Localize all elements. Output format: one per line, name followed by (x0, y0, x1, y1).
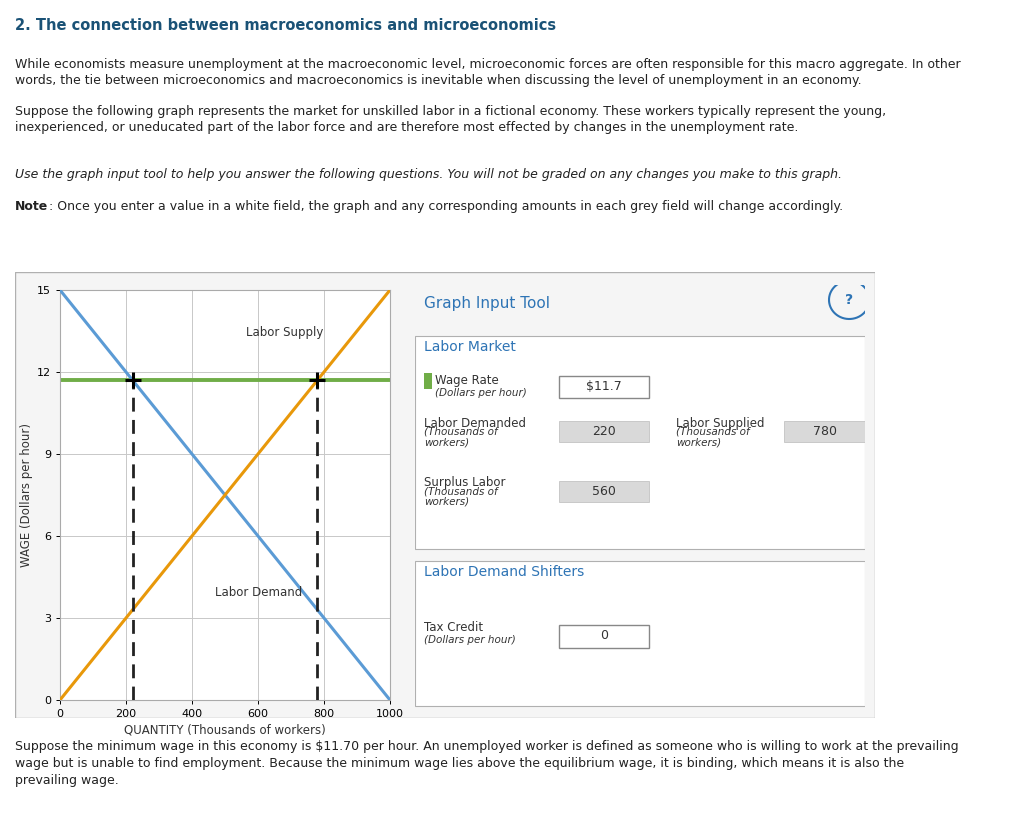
Y-axis label: WAGE (Dollars per hour): WAGE (Dollars per hour) (20, 423, 33, 567)
Text: 2. The connection between macroeconomics and microeconomics: 2. The connection between macroeconomics… (15, 18, 556, 33)
Text: (Thousands of: (Thousands of (424, 426, 498, 437)
Text: (Dollars per hour): (Dollars per hour) (435, 388, 527, 398)
Text: (Thousands of: (Thousands of (676, 426, 749, 437)
FancyBboxPatch shape (559, 481, 649, 502)
Text: words, the tie between microeconomics and macroeconomics is inevitable when disc: words, the tie between microeconomics an… (15, 74, 861, 87)
Text: Labor Demand: Labor Demand (215, 586, 302, 599)
Text: Tax Credit: Tax Credit (424, 621, 483, 634)
Text: 0: 0 (600, 629, 608, 642)
Text: $11.7: $11.7 (586, 380, 622, 393)
Text: (Thousands of: (Thousands of (424, 486, 498, 496)
Text: Labor Demanded: Labor Demanded (424, 416, 526, 430)
Text: Use the graph input tool to help you answer the following questions. You will no: Use the graph input tool to help you ans… (15, 168, 842, 181)
Text: wage but is unable to find employment. Because the minimum wage lies above the e: wage but is unable to find employment. B… (15, 757, 904, 770)
Text: Wage Rate: Wage Rate (435, 374, 499, 387)
Text: workers): workers) (424, 437, 469, 447)
Text: While economists measure unemployment at the macroeconomic level, microeconomic : While economists measure unemployment at… (15, 58, 960, 71)
Text: Labor Supply: Labor Supply (247, 327, 324, 339)
Text: (Dollars per hour): (Dollars per hour) (424, 635, 516, 645)
Text: 780: 780 (812, 425, 837, 438)
FancyBboxPatch shape (559, 376, 649, 398)
FancyBboxPatch shape (784, 421, 865, 442)
FancyBboxPatch shape (424, 373, 432, 389)
Text: Suppose the following graph represents the market for unskilled labor in a ficti: Suppose the following graph represents t… (15, 105, 886, 118)
Text: ?: ? (845, 293, 853, 307)
Text: 560: 560 (592, 485, 616, 498)
Text: Suppose the minimum wage in this economy is $11.70 per hour. An unemployed worke: Suppose the minimum wage in this economy… (15, 740, 959, 753)
Text: Note: Note (15, 200, 48, 213)
FancyBboxPatch shape (15, 272, 875, 718)
Text: workers): workers) (676, 437, 721, 447)
Text: Graph Input Tool: Graph Input Tool (424, 295, 550, 310)
X-axis label: QUANTITY (Thousands of workers): QUANTITY (Thousands of workers) (124, 723, 326, 737)
Text: : Once you enter a value in a white field, the graph and any corresponding amoun: : Once you enter a value in a white fiel… (49, 200, 843, 213)
Text: Labor Demand Shifters: Labor Demand Shifters (424, 565, 584, 579)
Text: workers): workers) (424, 497, 469, 507)
Text: Labor Market: Labor Market (424, 340, 516, 354)
FancyBboxPatch shape (415, 561, 865, 706)
Text: inexperienced, or uneducated part of the labor force and are therefore most effe: inexperienced, or uneducated part of the… (15, 121, 799, 134)
Text: Surplus Labor: Surplus Labor (424, 477, 506, 489)
FancyBboxPatch shape (559, 421, 649, 442)
Text: 220: 220 (592, 425, 616, 438)
FancyBboxPatch shape (559, 625, 649, 649)
Text: Labor Supplied: Labor Supplied (676, 416, 765, 430)
Text: prevailing wage.: prevailing wage. (15, 774, 119, 787)
FancyBboxPatch shape (415, 336, 865, 548)
